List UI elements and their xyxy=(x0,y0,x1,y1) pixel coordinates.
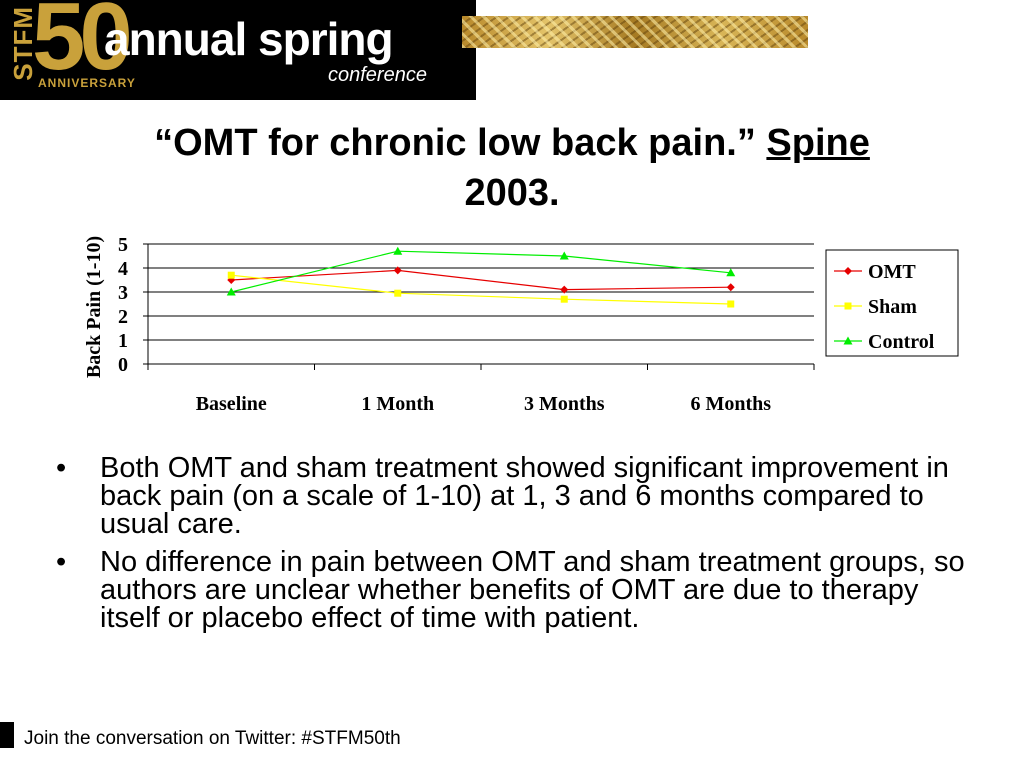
y-tick-label: 5 xyxy=(118,234,128,256)
series-line xyxy=(231,250,731,293)
conference-banner: STFM 50 ANNIVERSARY annual spring confer… xyxy=(0,0,476,100)
legend-label: Control xyxy=(868,331,935,353)
legend-entry: OMT xyxy=(834,261,916,283)
y-tick-label: 2 xyxy=(118,306,128,328)
data-point xyxy=(726,268,736,277)
y-tick-label: 1 xyxy=(118,330,128,352)
footer-marker xyxy=(0,722,14,748)
data-point xyxy=(726,283,735,292)
data-point xyxy=(727,300,735,308)
bullet-symbol: • xyxy=(56,452,67,484)
y-axis-label: Back Pain (1-10) xyxy=(83,236,105,378)
x-tick-label: Baseline xyxy=(196,393,267,415)
series-line xyxy=(231,274,731,305)
legend-label: Sham xyxy=(868,296,917,318)
x-tick-label: 3 Months xyxy=(524,393,605,415)
legend-entry: Control xyxy=(834,331,935,353)
bullet-symbol: • xyxy=(56,546,67,578)
gold-glitter-strip xyxy=(462,16,808,48)
data-point xyxy=(227,271,235,279)
banner-subtitle: conference xyxy=(328,64,427,86)
title-quote: “OMT for chronic low back pain.” xyxy=(154,122,756,164)
fifty-logo-number: 50 xyxy=(32,0,133,90)
legend-marker xyxy=(844,267,852,275)
title-year: 2003. xyxy=(464,172,560,214)
chart-series xyxy=(226,246,736,308)
footer-twitter-text: Join the conversation on Twitter: #STFM5… xyxy=(24,728,401,749)
x-tick-label: 6 Months xyxy=(690,393,771,415)
chart-legend: OMT Sham Control xyxy=(825,249,959,357)
legend-marker xyxy=(843,336,853,345)
data-point xyxy=(393,246,403,255)
data-point xyxy=(560,295,568,303)
bullet-text: No difference in pain between OMT and sh… xyxy=(100,546,965,634)
series-sham xyxy=(227,271,735,308)
data-point xyxy=(560,285,569,294)
y-tick-label: 4 xyxy=(118,258,128,280)
data-point xyxy=(559,251,569,260)
data-point xyxy=(393,266,402,275)
bullet-item: • No difference in pain between OMT and … xyxy=(56,546,966,634)
y-tick-label: 0 xyxy=(118,354,128,376)
title-journal: Spine xyxy=(766,122,870,164)
legend-marker xyxy=(844,302,852,310)
legend-label: OMT xyxy=(868,261,916,283)
legend-entry: Sham xyxy=(834,296,917,318)
data-point xyxy=(226,287,236,296)
bullet-item: • Both OMT and sham treatment showed sig… xyxy=(56,452,966,540)
series-line xyxy=(231,269,731,291)
slide-title: “OMT for chronic low back pain.” Spine 2… xyxy=(40,118,984,218)
banner-title: annual spring xyxy=(104,13,394,65)
bullet-list: • Both OMT and sham treatment showed sig… xyxy=(56,454,966,642)
bullet-text: Both OMT and sham treatment showed signi… xyxy=(100,452,949,540)
series-control xyxy=(226,246,736,296)
data-point xyxy=(394,289,402,297)
series-omt xyxy=(227,266,735,294)
x-tick-label: 1 Month xyxy=(361,393,434,415)
chart-gridlines xyxy=(148,243,814,365)
y-tick-label: 3 xyxy=(118,282,128,304)
anniversary-label: ANNIVERSARY xyxy=(38,76,136,90)
